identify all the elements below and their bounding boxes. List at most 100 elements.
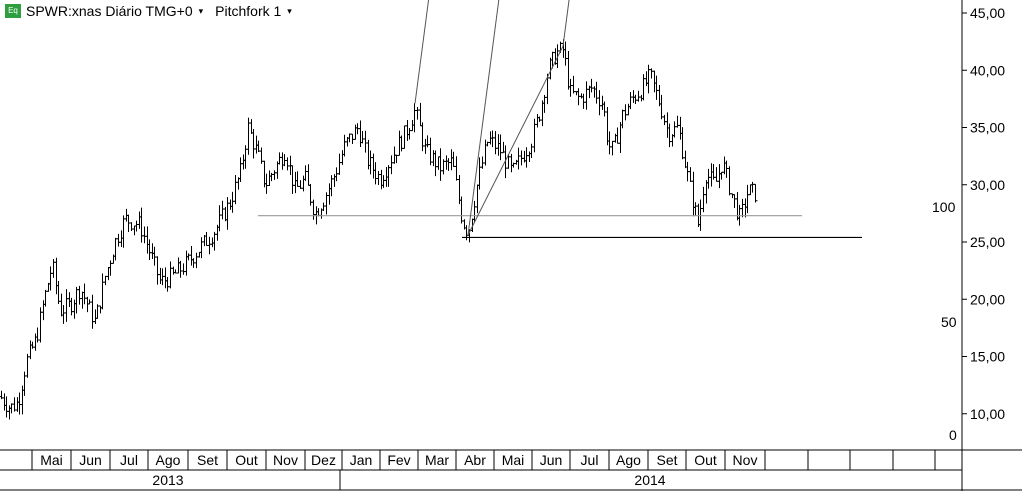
ohlc-bar [717, 164, 722, 189]
symbol-dropdown-caret-icon[interactable]: ▾ [198, 5, 204, 16]
month-label: Fev [387, 452, 410, 468]
ohlc-bar [490, 130, 495, 148]
ohlc-bar [108, 260, 113, 276]
ohlc-bar [285, 157, 290, 171]
pitchfork-upper-line[interactable] [562, 0, 962, 47]
ohlc-bar [139, 207, 144, 243]
pitchfork-handle-line[interactable] [467, 45, 564, 236]
ohlc-bar [103, 275, 108, 286]
ohlc-bar [516, 147, 521, 170]
year-label: 2013 [152, 472, 183, 488]
ohlc-bar [691, 171, 696, 217]
ohlc-bar [433, 150, 438, 177]
ohlc-bar [568, 78, 573, 97]
month-label: Nov [733, 452, 758, 468]
ohlc-bar [306, 164, 311, 186]
month-label: Ago [156, 452, 181, 468]
ohlc-bar [620, 109, 625, 129]
ohlc-bar [646, 64, 651, 94]
ohlc-bar [4, 396, 9, 418]
ohlc-bar [446, 158, 451, 171]
ohlc-bar [657, 85, 662, 107]
ohlc-bar [77, 285, 82, 305]
y-tick-label: 35,00 [970, 120, 1005, 136]
study-dropdown-caret-icon[interactable]: ▾ [287, 5, 292, 16]
pitchfork-level-label: 50 [941, 314, 957, 330]
ohlc-bar [514, 159, 519, 165]
ohlc-bar [753, 183, 758, 203]
month-label: Out [235, 452, 258, 468]
ohlc-bar [194, 252, 199, 269]
y-tick-label: 40,00 [970, 62, 1005, 78]
symbol-label[interactable]: SPWR:xnas Diário TMG+0 [26, 3, 193, 19]
study-label[interactable]: Pitchfork 1 [215, 3, 282, 19]
ohlc-bar [233, 175, 238, 205]
month-label: Jan [350, 452, 373, 468]
y-tick-label: 10,00 [970, 406, 1005, 422]
ohlc-bar [389, 155, 394, 175]
ohlc-bar [329, 175, 334, 197]
ohlc-bar [386, 165, 391, 187]
ohlc-bar [745, 184, 750, 214]
pitchfork-overlay[interactable]: 0 50 100 [258, 0, 962, 443]
ohlc-bar [241, 154, 246, 170]
equity-badge-icon: Eq [5, 4, 21, 18]
month-label: Jul [120, 452, 138, 468]
month-label: Set [197, 452, 218, 468]
y-tick-label: 30,00 [970, 177, 1005, 193]
ohlc-bar [116, 233, 121, 247]
ohlc-bar [706, 168, 711, 189]
ohlc-bar [150, 243, 155, 259]
ohlc-bar [652, 70, 657, 93]
x-axis: Mai Jun Jul Ago Set Out Nov Dez Jan Fev Mar Abr Mai J… [31, 450, 936, 490]
ohlc-bar [618, 121, 623, 154]
ohlc-bar [397, 130, 402, 156]
chart-header: SPWR:xnas Diário TMG+0 ▾ Pitchfork 1 ▾ [26, 3, 304, 19]
ohlc-bar [714, 167, 719, 182]
ohlc-bar [566, 50, 571, 90]
ohlc-bar [425, 135, 430, 148]
ohlc-bar [581, 93, 586, 109]
ohlc-bar [199, 237, 204, 259]
month-label: Dez [311, 452, 336, 468]
ohlc-bar [594, 81, 599, 104]
ohlc-bar [353, 124, 358, 140]
ohlc-bar [64, 289, 69, 322]
ohlc-bar [402, 125, 407, 149]
ohlc-bar [41, 300, 46, 321]
ohlc-bar [654, 75, 659, 100]
ohlc-bar [633, 94, 638, 105]
ohlc-bar [540, 100, 545, 127]
ohlc-bar [451, 151, 456, 167]
ohlc-bar [610, 140, 615, 156]
ohlc-bar [740, 198, 745, 218]
ohlc-bar [399, 135, 404, 152]
ohlc-bar [376, 170, 381, 185]
ohlc-bar [644, 71, 649, 87]
ohlc-bar [667, 123, 672, 148]
ohlc-bar [176, 257, 181, 274]
ohlc-bar [743, 198, 748, 218]
ohlc-bar [132, 225, 137, 236]
ohlc-bar [688, 167, 693, 182]
ohlc-bar [311, 199, 316, 220]
ohlc-bar [113, 237, 118, 261]
ohlc-bar [7, 405, 12, 420]
ohlc-bar [17, 392, 22, 415]
ohlc-bar [155, 256, 160, 285]
ohlc-bar [181, 263, 186, 275]
pitchfork-level-label: 0 [949, 427, 957, 443]
ohlc-bar [25, 353, 30, 378]
ohlc-bar [158, 267, 163, 284]
ohlc-bar [202, 234, 207, 247]
ohlc-bar [613, 133, 618, 143]
ohlc-bar [509, 153, 514, 173]
ohlc-bar [493, 131, 498, 155]
ohlc-bar [501, 141, 506, 154]
ohlc-bar [631, 90, 636, 103]
ohlc-bar [683, 150, 688, 169]
ohlc-bar [727, 166, 732, 196]
ohlc-bar [69, 297, 74, 316]
y-tick-label: 25,00 [970, 234, 1005, 250]
